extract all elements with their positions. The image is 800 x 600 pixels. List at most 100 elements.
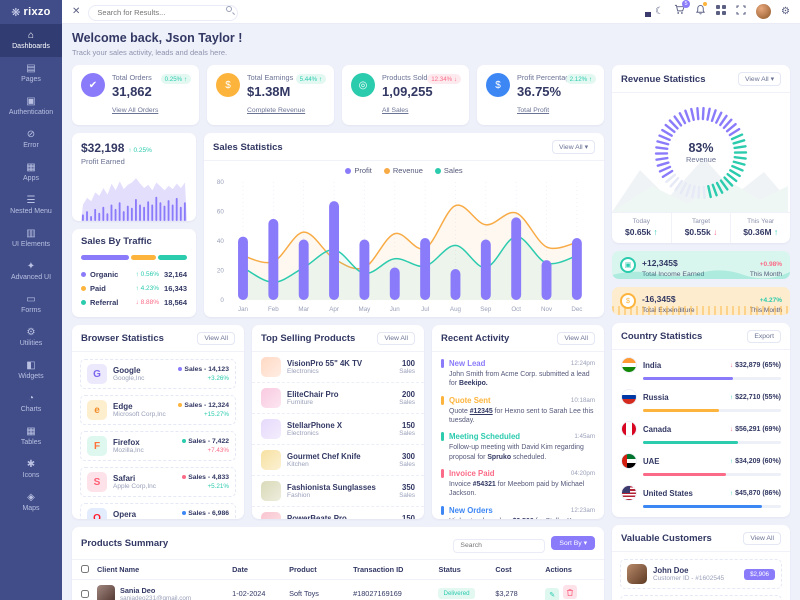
dark-mode-icon[interactable]: ☾ (655, 5, 665, 17)
edit-icon[interactable]: ✎ (545, 587, 560, 600)
revenue-view-all-button[interactable]: View All ▾ (738, 72, 781, 86)
dot-icon (81, 285, 86, 291)
browser-row-edge[interactable]: e Edge Microsoft Corp,Inc Sales - 12,324 +15… (80, 395, 236, 425)
sidebar-item-utilities[interactable]: ⚙ Utilities (0, 321, 62, 354)
legend-item-sales: Sales (434, 166, 463, 175)
stat-value: 36.75% (517, 84, 562, 99)
sidebar-item-label: Dashboards (12, 43, 50, 50)
search-input[interactable] (88, 4, 239, 21)
activity-link[interactable]: #12345 (469, 407, 493, 415)
sidebar-item-label: Utilities (19, 340, 43, 347)
product-name: EliteChair Pro (287, 390, 339, 399)
table-row[interactable]: Sania Deo saniadeo231@gmail.com 1-02-2024 S… (72, 580, 604, 600)
activity-marker (441, 468, 444, 478)
stat-value: $1.38M (247, 84, 291, 99)
delete-icon[interactable] (563, 585, 578, 600)
sales-by-traffic-card: Sales By Traffic Organic ↑ 0.56% 32,164 Pai… (72, 229, 196, 317)
browser-sales: Sales - 14,123 (178, 366, 229, 373)
sidebar-item-authentication[interactable]: ▣ Authentication (0, 90, 62, 123)
browser-view-all-button[interactable]: View All (197, 332, 235, 345)
product-row-fashionista-sunglasses[interactable]: Fashionista Sunglasses Fashion 350 Sales (252, 476, 424, 507)
cart-icon[interactable]: 5 (674, 0, 691, 19)
traffic-stacked-bar (81, 255, 187, 260)
settings-gear-icon[interactable]: ⚙ (781, 5, 790, 17)
google-icon: G (87, 364, 107, 384)
browser-change: +15.27% (203, 411, 229, 418)
notifications-bell-icon[interactable] (695, 2, 708, 19)
sidebar-item-pages[interactable]: ▤ Pages (0, 57, 62, 90)
cell-date: 1-02-2024 (232, 589, 266, 598)
select-all-checkbox[interactable] (81, 565, 89, 573)
export-button[interactable]: Export (747, 330, 781, 343)
income-period: This Month (749, 270, 782, 278)
sidebar-item-apps[interactable]: ▦ Apps (0, 156, 62, 189)
sidebar-toggle-icon[interactable]: ✕ (72, 6, 81, 17)
customer-row-emiley[interactable]: Emiley (620, 595, 782, 600)
edge-icon: e (87, 400, 107, 420)
stat-link[interactable]: Complete Revenue (247, 107, 306, 114)
sidebar-item-forms[interactable]: ▭ Forms (0, 288, 62, 321)
sidebar-item-label: Tables (20, 439, 42, 446)
revenue-statistics-title: Revenue Statistics (621, 73, 706, 85)
product-sales-count: 150 (401, 514, 415, 519)
country-row-india: India ↓ $32,879 (65%) (612, 353, 790, 385)
dot-icon (81, 271, 86, 277)
fullscreen-icon[interactable] (736, 4, 746, 19)
product-row-powerbeats-pro[interactable]: PowerBeats ProElectronics150Sales (252, 507, 424, 519)
trend-arrow-icon: ↓ (729, 425, 734, 433)
topbar-actions: ☾ 5 ⚙ (645, 0, 790, 19)
sidebar-item-widgets[interactable]: ◧ Widgets (0, 354, 62, 387)
global-search (88, 2, 239, 21)
table-search-input[interactable] (453, 538, 546, 553)
sidebar-item-maps[interactable]: ◈ Maps (0, 486, 62, 519)
sidebar-menu: ⌂ Dashboards ▤ Pages ▣ Authentication ⊘ Error ▦ A… (0, 24, 62, 519)
sidebar-item-tables[interactable]: ▦ Tables (0, 420, 62, 453)
country-statistics-card: Country Statistics Export India ↓ $32,879 … (612, 323, 790, 517)
products-summary-card: Products Summary Sort By ▾ Client Name Da… (72, 527, 604, 600)
sidebar-item-advanced-ui[interactable]: ✦ Advanced UI (0, 255, 62, 288)
svg-text:0: 0 (220, 297, 224, 304)
product-row-stellarphone-x[interactable]: StellarPhone X Electronics 150 Sales (252, 414, 424, 445)
total-income-card: ▣ +12,345$ Total Income Earned +0.98% Th… (612, 251, 790, 279)
dollar-icon: $ (216, 73, 240, 97)
stat-link[interactable]: Total Profit (517, 107, 550, 114)
recent-activity-view-all-button[interactable]: View All (557, 332, 595, 345)
product-row-visionpro-55-4k-tv[interactable]: VisionPro 55" 4K TV Electronics 100 Sales (252, 352, 424, 383)
search-icon[interactable] (226, 6, 233, 13)
sidebar-item-icons[interactable]: ✱ Icons (0, 453, 62, 486)
customer-amount-badge: $2,906 (744, 568, 775, 580)
user-avatar[interactable] (756, 4, 772, 19)
stat-link[interactable]: All Sales (382, 107, 409, 114)
lock-icon: ▣ (26, 96, 36, 107)
country-name: UAE (643, 456, 660, 466)
revenue-stat-target: Target $0.55k ↓ (672, 213, 732, 243)
product-row-gourmet-chef-knife[interactable]: Gourmet Chef Knife Kitchen 300 Sales (252, 445, 424, 476)
stat-link[interactable]: View All Orders (112, 107, 159, 114)
browser-row-safari[interactable]: S Safari Apple Corp,Inc Sales - 4,833 +5.21% (80, 467, 236, 497)
coins-icon: $ (620, 293, 636, 309)
customers-view-all-button[interactable]: View All (743, 532, 781, 545)
activity-marker (441, 432, 444, 442)
traffic-row-paid: Paid ↑ 4.23% 16,343 (72, 281, 196, 295)
product-sales-label: Sales (399, 461, 415, 468)
sidebar-item-dashboards[interactable]: ⌂ Dashboards (0, 24, 62, 57)
legend-label: Revenue (392, 166, 423, 175)
browser-row-google[interactable]: G Google Google,Inc Sales - 14,123 +3.26% (80, 359, 236, 389)
sidebar-item-ui-elements[interactable]: ▥ UI Elements (0, 222, 62, 255)
customer-row-john-doe[interactable]: John Doe Customer ID - #1602545 $2,906 (620, 559, 782, 589)
stat-card-profit-percentage: $ Profit Percentage 36.75% Total Profit 2.12… (477, 65, 604, 125)
apps-grid-icon[interactable] (716, 4, 727, 19)
activity-item-quote-sent: Quote Sent 10:18am Quote #12345 for Hexno … (432, 392, 604, 429)
product-row-elitechair-pro[interactable]: EliteChair Pro Furniture 200 Sales (252, 383, 424, 414)
sort-by-button[interactable]: Sort By ▾ (551, 536, 595, 551)
sidebar-item-charts[interactable]: ◔ Charts (0, 387, 62, 420)
sidebar-item-error[interactable]: ⊘ Error (0, 123, 62, 156)
top-selling-view-all-button[interactable]: View All (377, 332, 415, 345)
sidebar-item-nested-menu[interactable]: ☰ Nested Menu (0, 189, 62, 222)
sales-statistics-view-all-button[interactable]: View All ▾ (552, 140, 595, 154)
browser-row-firefox[interactable]: F Firefox Mozilla,Inc Sales - 7,422 +7.43% (80, 431, 236, 461)
row-checkbox[interactable] (81, 589, 89, 598)
svg-text:Sep: Sep (480, 306, 492, 313)
app-logo[interactable]: ❋ rixzo (0, 0, 62, 24)
